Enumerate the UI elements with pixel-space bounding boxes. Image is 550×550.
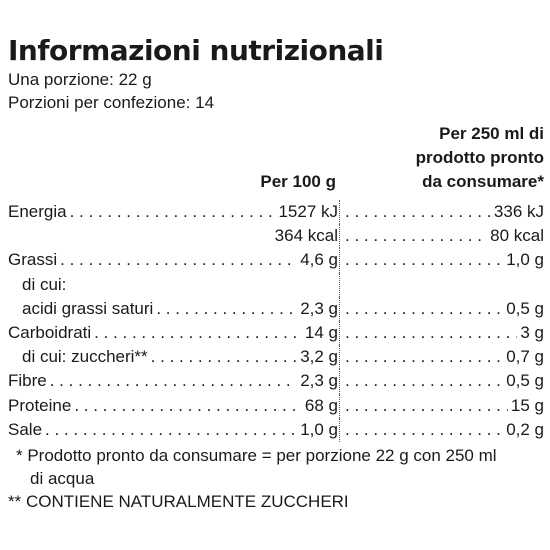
per-100g-value: 364 kcal	[274, 226, 338, 246]
nutrition-label: Informazioni nutrizionali Una porzione: …	[8, 10, 544, 513]
column-separator	[339, 272, 341, 297]
per-250ml-cell: 80 kcal	[342, 224, 544, 248]
nutrient-label: Sale	[8, 419, 43, 439]
page-title: Informazioni nutrizionali	[8, 34, 384, 67]
footnote-sugars: ** CONTIENE NATURALMENTE ZUCCHERI	[8, 491, 349, 511]
per-100g-value: 2,3 g	[300, 371, 338, 391]
dot-leader	[74, 394, 302, 418]
column-separator	[339, 345, 341, 370]
per-100g-cell: acidi grassi saturi 2,3 g	[8, 297, 338, 321]
dot-leader	[345, 369, 503, 393]
dot-leader	[50, 369, 297, 393]
table-row: Proteine 68 g 15 g	[8, 393, 544, 418]
column-separator	[339, 417, 341, 442]
footnote-prepared: * Prodotto pronto da consumare = per por…	[16, 445, 497, 465]
per-100g-cell: Proteine 68 g	[8, 394, 338, 418]
nutrient-label: di cui:	[22, 274, 67, 294]
dot-leader	[345, 224, 487, 248]
per-250ml-header-line: prodotto pronto	[415, 148, 544, 167]
nutrient-label: Energia	[8, 202, 67, 221]
per-250ml-value: 0,2 g	[506, 419, 544, 439]
per-250ml-cell: 0,5 g	[342, 297, 544, 321]
per-100g-cell: Sale 1,0 g	[8, 418, 338, 442]
table-row: 364 kcal 80 kcal	[8, 224, 544, 249]
per-250ml-value: 336 kJ	[493, 202, 544, 221]
per-100g-cell: Fibre 2,3 g	[8, 369, 338, 393]
dot-leader	[60, 248, 297, 272]
nutrient-label: Fibre	[8, 371, 47, 391]
per-100g-cell: Carboidrati 14 g	[8, 321, 338, 345]
per-250ml-cell: 0,2 g	[342, 418, 544, 442]
dot-leader	[345, 200, 491, 224]
per-250ml-value: 0,7 g	[506, 347, 544, 367]
column-separator	[339, 369, 341, 394]
dot-leader	[151, 345, 298, 369]
servings-per-pack: Porzioni per confezione: 14	[8, 93, 215, 112]
dot-leader	[345, 248, 503, 272]
dot-leader	[94, 321, 302, 345]
footnote-prepared-cont: di acqua	[30, 468, 95, 488]
per-250ml-header-line: Per 250 ml di	[439, 124, 544, 143]
per-250ml-cell: 15 g	[342, 394, 544, 418]
per-250ml-header: Per 250 ml di prodotto pronto da consuma…	[416, 122, 544, 194]
per-250ml-value: 0,5 g	[506, 371, 544, 391]
per-250ml-header-line: da consumare*	[422, 172, 544, 191]
per-100g-cell: Energia 1527 kJ	[8, 200, 338, 224]
per-100g-header: Per 100 g	[260, 172, 336, 191]
nutrient-label: Carboidrati	[8, 322, 92, 342]
table-row: acidi grassi saturi 2,3 g 0,5 g	[8, 296, 544, 321]
column-separator	[339, 296, 341, 321]
per-100g-cell: 364 kcal	[8, 224, 338, 248]
column-separator	[339, 393, 341, 418]
per-250ml-cell: 0,7 g	[342, 345, 544, 369]
per-250ml-value: 0,5 g	[506, 298, 544, 318]
column-separator	[339, 320, 341, 346]
serving-size: Una porzione: 22 g	[8, 70, 152, 89]
per-250ml-value: 3 g	[520, 322, 544, 342]
dot-leader	[345, 418, 503, 442]
table-row: Sale 1,0 g 0,2 g	[8, 417, 544, 442]
per-100g-value: 14 g	[304, 322, 338, 342]
dot-leader	[156, 297, 297, 321]
column-separator	[339, 224, 341, 249]
nutrient-label: acidi grassi saturi	[22, 298, 154, 318]
per-250ml-cell	[342, 273, 544, 297]
table-row: Energia 1527 kJ 336 kJ	[8, 200, 544, 225]
table-row: Fibre 2,3 g 0,5 g	[8, 369, 544, 394]
per-250ml-value: 80 kcal	[490, 226, 544, 246]
table-row: di cui: zuccheri** 3,2 g 0,7 g	[8, 345, 544, 370]
nutrient-label: di cui: zuccheri**	[22, 347, 148, 367]
per-250ml-cell: 3 g	[342, 321, 544, 345]
per-100g-value: 2,3 g	[300, 298, 338, 318]
per-100g-value: 68 g	[304, 395, 338, 415]
table-row: Grassi 4,6 g 1,0 g	[8, 248, 544, 273]
per-100g-cell: di cui: zuccheri** 3,2 g	[8, 345, 338, 369]
per-100g-value: 3,2 g	[300, 347, 338, 367]
per-100g-value: 1527 kJ	[278, 202, 338, 221]
nutrient-label: Grassi	[8, 250, 58, 270]
column-separator	[339, 200, 341, 225]
per-250ml-value: 1,0 g	[506, 250, 544, 270]
table-row: di cui:	[8, 272, 544, 297]
footnotes: * Prodotto pronto da consumare = per por…	[8, 444, 544, 513]
per-100g-cell: Grassi 4,6 g	[8, 248, 338, 272]
dot-leader	[345, 297, 503, 321]
per-250ml-value: 15 g	[510, 395, 544, 415]
dot-leader	[45, 418, 297, 442]
per-100g-value: 1,0 g	[300, 419, 338, 439]
dot-leader	[345, 321, 517, 345]
per-100g-cell: di cui:	[8, 273, 338, 297]
table-row: Carboidrati 14 g 3 g	[8, 320, 544, 346]
nutrient-label: Proteine	[8, 395, 72, 415]
per-250ml-cell: 336 kJ	[342, 200, 544, 224]
column-separator	[339, 248, 341, 273]
per-100g-value: 4,6 g	[300, 250, 338, 270]
dot-leader	[345, 394, 508, 418]
dot-leader	[70, 200, 276, 224]
column-headers: Per 250 ml di prodotto pronto da consuma…	[8, 122, 544, 200]
per-250ml-cell: 0,5 g	[342, 369, 544, 393]
per-250ml-cell: 1,0 g	[342, 248, 544, 272]
dot-leader	[345, 345, 503, 369]
